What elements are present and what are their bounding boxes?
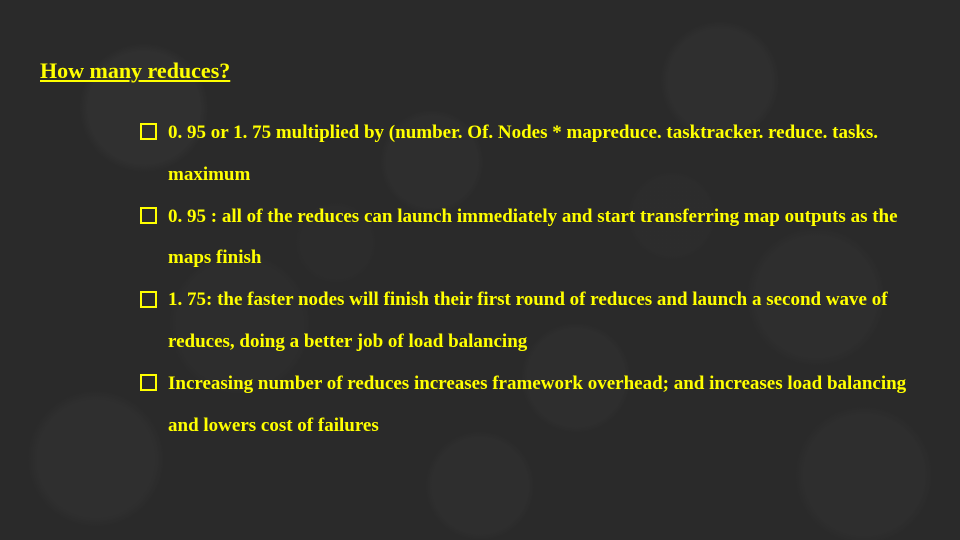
list-item: 1. 75: the faster nodes will finish thei…	[140, 279, 920, 363]
checkbox-icon	[140, 123, 157, 140]
bullet-text: 0. 95 : all of the reduces can launch im…	[168, 206, 898, 269]
bullet-list: 0. 95 or 1. 75 multiplied by (number. Of…	[40, 112, 920, 446]
bullet-text: 0. 95 or 1. 75 multiplied by (number. Of…	[168, 122, 878, 185]
checkbox-icon	[140, 207, 157, 224]
slide-heading: How many reduces?	[40, 58, 920, 84]
checkbox-icon	[140, 374, 157, 391]
checkbox-icon	[140, 291, 157, 308]
list-item: 0. 95 or 1. 75 multiplied by (number. Of…	[140, 112, 920, 196]
bullet-text: Increasing number of reduces increases f…	[168, 373, 906, 436]
list-item: Increasing number of reduces increases f…	[140, 363, 920, 447]
list-item: 0. 95 : all of the reduces can launch im…	[140, 196, 920, 280]
slide: How many reduces? 0. 95 or 1. 75 multipl…	[0, 0, 960, 540]
bullet-text: 1. 75: the faster nodes will finish thei…	[168, 289, 888, 352]
